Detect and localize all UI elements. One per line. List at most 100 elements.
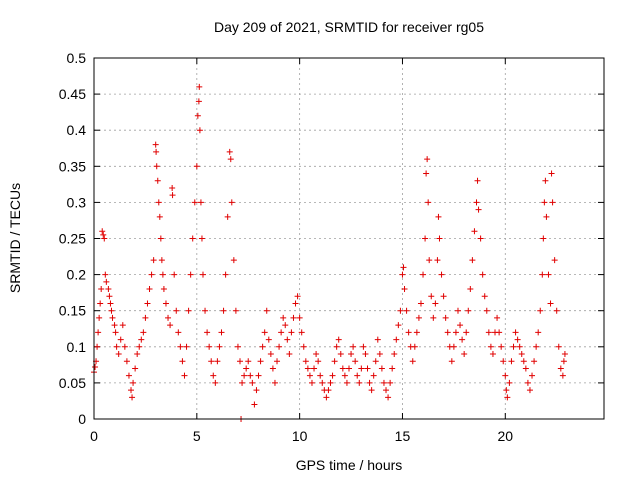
data-point — [434, 257, 441, 264]
data-point — [160, 286, 167, 293]
data-point — [173, 307, 180, 314]
data-point — [471, 228, 478, 235]
data-point — [467, 286, 474, 293]
data-point — [112, 329, 119, 336]
y-tick-label: 0.15 — [59, 303, 86, 319]
grid-lines — [94, 58, 604, 419]
data-point — [234, 343, 241, 350]
data-point — [350, 343, 357, 350]
data-point — [438, 271, 445, 278]
data-point — [343, 379, 350, 386]
data-point — [294, 293, 301, 300]
x-tick-label: 15 — [395, 428, 411, 444]
y-tick-label: 0.25 — [59, 231, 86, 247]
data-point — [94, 343, 101, 350]
data-point — [358, 365, 365, 372]
data-point — [196, 83, 203, 90]
data-point — [216, 343, 223, 350]
data-point — [150, 257, 157, 264]
data-point — [537, 307, 544, 314]
data-point — [243, 365, 250, 372]
data-point — [526, 387, 533, 394]
y-axis-label: SRMTID / TECUs — [7, 183, 23, 293]
data-point — [101, 235, 108, 242]
data-point — [189, 235, 196, 242]
data-point — [218, 329, 225, 336]
data-point — [144, 300, 151, 307]
data-point — [191, 199, 198, 206]
y-tick-label: 0.2 — [67, 267, 87, 283]
data-point — [376, 351, 383, 358]
data-point — [454, 307, 461, 314]
data-point — [132, 365, 139, 372]
data-point — [391, 351, 398, 358]
data-point — [259, 343, 266, 350]
chart-title: Day 209 of 2021, SRMTID for receiver rg0… — [214, 19, 484, 35]
data-point — [199, 271, 206, 278]
data-point — [432, 300, 439, 307]
data-point — [263, 307, 270, 314]
data-point — [146, 286, 153, 293]
data-point — [237, 358, 244, 365]
data-point — [496, 329, 503, 336]
data-point — [290, 314, 297, 321]
data-point — [494, 314, 501, 321]
data-point — [383, 387, 390, 394]
data-point — [298, 329, 305, 336]
data-point — [226, 148, 233, 155]
data-point — [411, 343, 418, 350]
data-point — [95, 329, 102, 336]
x-tick-label: 20 — [498, 428, 514, 444]
data-point — [134, 351, 141, 358]
data-point — [473, 199, 480, 206]
data-point — [380, 379, 387, 386]
data-point — [109, 314, 116, 321]
data-point — [542, 177, 549, 184]
data-point — [329, 372, 336, 379]
data-point — [129, 394, 136, 401]
data-point — [541, 199, 548, 206]
data-point — [208, 358, 215, 365]
data-point — [108, 307, 115, 314]
data-point — [516, 343, 523, 350]
data-point — [96, 314, 103, 321]
data-point — [339, 365, 346, 372]
data-point — [267, 351, 274, 358]
data-point — [185, 307, 192, 314]
data-point — [389, 365, 396, 372]
data-point — [559, 372, 566, 379]
data-point — [545, 271, 552, 278]
data-point — [325, 387, 332, 394]
data-point — [183, 343, 190, 350]
data-point — [153, 148, 160, 155]
data-point — [440, 293, 447, 300]
data-point — [274, 358, 281, 365]
x-tick-label: 5 — [193, 428, 201, 444]
data-point — [311, 365, 318, 372]
data-point — [142, 314, 149, 321]
data-point — [457, 322, 464, 329]
data-point — [165, 314, 172, 321]
data-point — [531, 358, 538, 365]
data-point — [533, 343, 540, 350]
data-point — [220, 307, 227, 314]
data-point — [374, 336, 381, 343]
data-point — [107, 300, 114, 307]
data-point — [331, 358, 338, 365]
data-point — [111, 322, 118, 329]
data-point — [222, 271, 229, 278]
data-point — [269, 365, 276, 372]
y-tick-label: 0.4 — [67, 122, 87, 138]
data-point — [313, 351, 320, 358]
data-point — [448, 358, 455, 365]
data-point — [366, 379, 373, 386]
data-point — [479, 271, 486, 278]
data-point — [553, 307, 560, 314]
data-point — [130, 379, 137, 386]
data-point — [354, 372, 361, 379]
data-point — [125, 372, 132, 379]
data-point — [99, 228, 106, 235]
data-point — [169, 184, 176, 191]
data-point — [292, 300, 299, 307]
data-point — [247, 372, 254, 379]
